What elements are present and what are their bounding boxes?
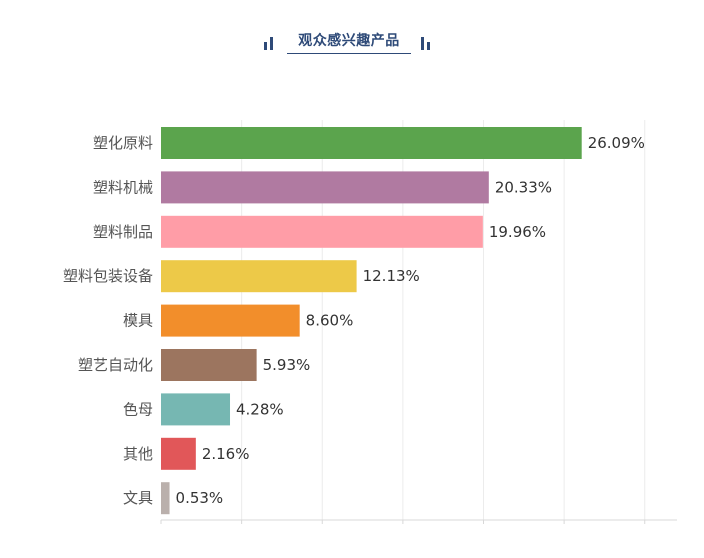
- category-label: 塑艺自动化: [78, 356, 153, 374]
- value-label: 4.28%: [236, 400, 284, 418]
- bar: [161, 437, 196, 470]
- value-label: 8.60%: [306, 312, 354, 330]
- value-label: 20.33%: [495, 178, 552, 196]
- value-label: 12.13%: [363, 267, 420, 285]
- title-bars-left-icon: [264, 36, 276, 50]
- value-label: 0.53%: [176, 489, 224, 507]
- bar: [161, 260, 357, 293]
- chart-title: 观众感兴趣产品: [298, 33, 400, 49]
- chart-title-block: 观众感兴趣产品: [0, 26, 704, 58]
- category-label: 色母: [123, 400, 153, 418]
- category-label: 塑料机械: [93, 178, 153, 196]
- bar: [161, 482, 170, 515]
- category-label: 塑化原料: [93, 134, 153, 152]
- value-label: 5.93%: [263, 356, 311, 374]
- category-label: 模具: [123, 312, 153, 330]
- bar: [161, 127, 582, 159]
- bar: [161, 393, 231, 426]
- category-label: 塑料制品: [93, 223, 153, 241]
- category-label: 文具: [123, 489, 153, 507]
- value-labels: 26.09% 20.33% 19.96% 12.13% 8.60% 5.93% 4.28% 2…: [176, 134, 645, 507]
- bars: [161, 127, 582, 515]
- title-underline: [287, 53, 411, 54]
- bar: [161, 304, 300, 337]
- bar: [161, 349, 257, 381]
- title-bars-right-icon: [421, 36, 433, 50]
- value-label: 2.16%: [202, 445, 250, 463]
- category-label: 其他: [123, 445, 153, 463]
- category-label: 塑料包装设备: [63, 267, 153, 285]
- bar: [161, 215, 483, 248]
- bar: [161, 171, 489, 204]
- value-label: 26.09%: [588, 134, 645, 152]
- value-label: 19.96%: [489, 223, 546, 241]
